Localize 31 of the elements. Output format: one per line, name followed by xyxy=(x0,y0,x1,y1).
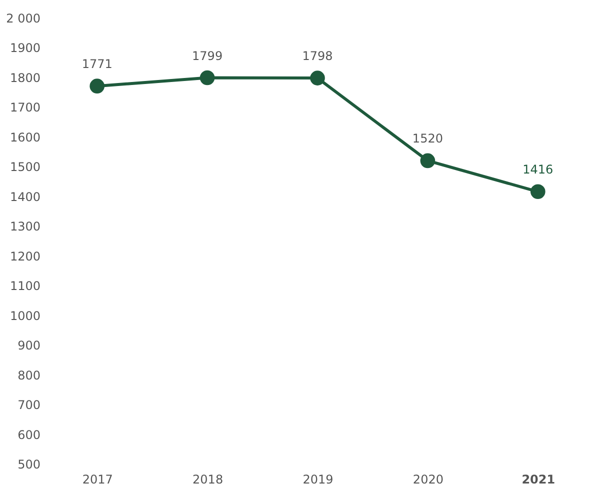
y-tick-label: 1200 xyxy=(10,249,40,264)
x-tick-label: 2019 xyxy=(302,472,334,486)
y-tick-label: 1000 xyxy=(10,308,40,323)
y-tick-label: 1800 xyxy=(10,70,40,85)
y-tick-label: 900 xyxy=(18,338,40,353)
y-tick-label: 2 000 xyxy=(6,12,40,26)
point xyxy=(420,153,436,168)
x-tick-label: 2021 xyxy=(522,472,556,486)
data-label: 1520 xyxy=(412,132,443,146)
y-tick-label: 1100 xyxy=(10,279,40,294)
x-tick-label: 2017 xyxy=(82,472,113,486)
data-label: 1799 xyxy=(192,48,223,63)
y-tick-label: 1900 xyxy=(10,41,40,56)
y-tick-label: 1600 xyxy=(10,130,40,144)
point xyxy=(90,78,105,94)
data-label: 1771 xyxy=(82,57,112,72)
data-label: 1416 xyxy=(522,162,554,177)
data-label: 1798 xyxy=(302,49,333,64)
x-tick-label: 2020 xyxy=(412,472,444,486)
y-tick-label: 500 xyxy=(18,458,40,472)
y-tick-label: 1300 xyxy=(10,220,40,234)
y-tick-label: 700 xyxy=(18,398,40,412)
x-tick-label: 2018 xyxy=(192,472,224,486)
y-tick-label: 800 xyxy=(18,368,40,382)
point xyxy=(310,70,325,86)
point xyxy=(200,70,215,86)
y-tick-label: 600 xyxy=(18,428,40,442)
y-tick-label: 1500 xyxy=(10,160,40,174)
y-tick-label: 1400 xyxy=(10,190,40,204)
point xyxy=(530,184,546,200)
y-tick-label: 1700 xyxy=(10,100,40,115)
